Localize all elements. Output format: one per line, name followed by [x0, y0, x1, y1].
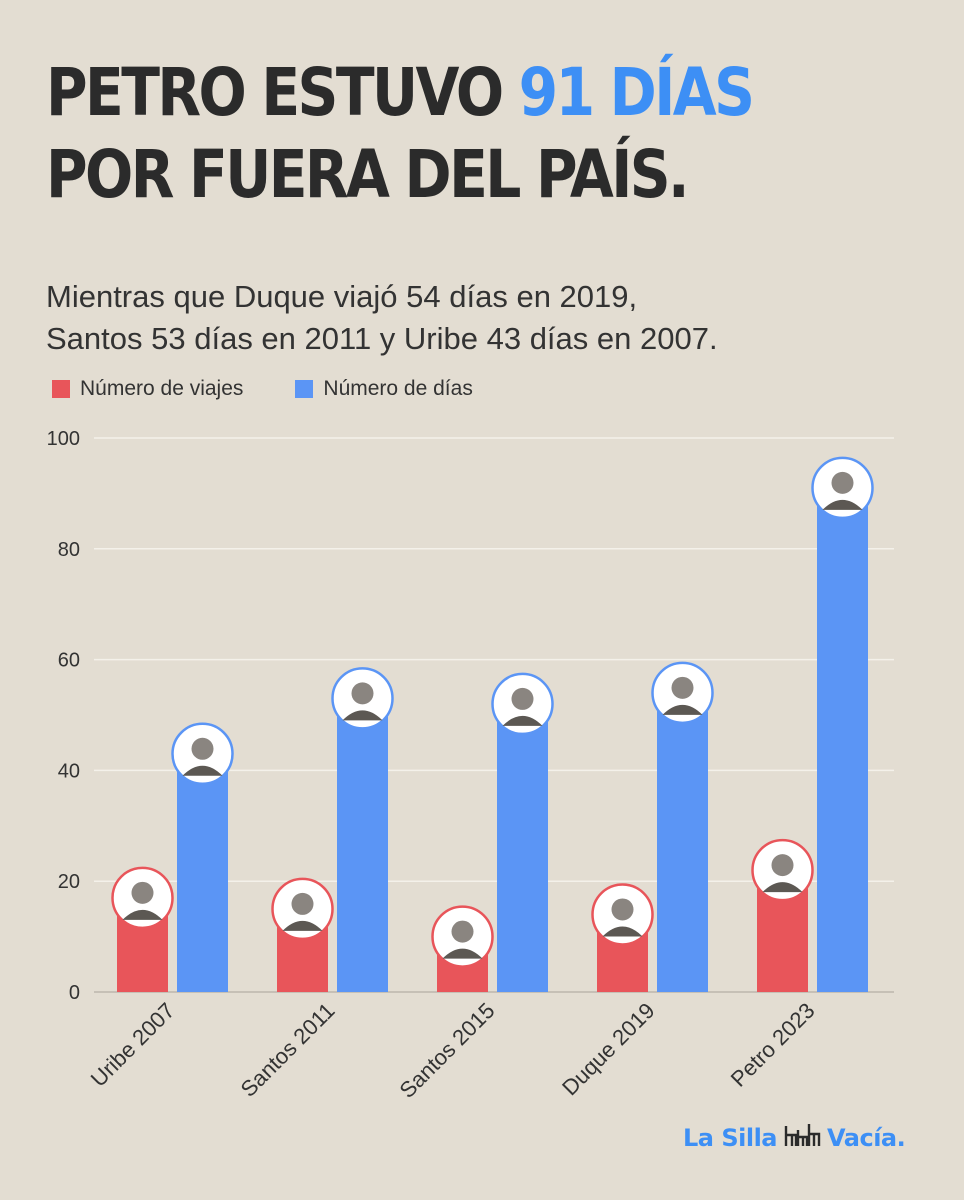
avatar-days: [651, 661, 714, 725]
avatar-head: [831, 471, 854, 494]
y-tick-label: 100: [47, 428, 80, 450]
headline-part: PETRO ESTUVO: [46, 54, 519, 131]
avatar-shoulders: [502, 715, 543, 726]
avatar-shoulders: [762, 882, 803, 893]
x-tick-label: Santos 2015: [394, 998, 499, 1103]
chart-legend: Número de viajes Número de días: [52, 377, 525, 401]
avatar-head: [771, 854, 794, 877]
y-tick-label: 60: [58, 650, 80, 672]
x-tick-label: Petro 2023: [726, 998, 820, 1092]
bar-days: [657, 692, 708, 992]
x-tick-label: Uribe 2007: [86, 998, 180, 1092]
avatar-shoulders: [602, 926, 643, 937]
y-tick-label: 40: [58, 760, 80, 782]
subtitle: Mientras que Duque viajó 54 días en 2019…: [46, 276, 926, 360]
avatar-shoulders: [182, 765, 223, 776]
avatar-shoulders: [662, 704, 703, 715]
avatar-trips: [271, 877, 334, 941]
avatar-days: [491, 672, 554, 736]
avatar-shoulders: [282, 920, 323, 931]
bar-days: [497, 703, 548, 992]
y-tick-label: 80: [58, 539, 80, 561]
avatar-days: [171, 722, 234, 786]
headline-accent: 91 DÍAS: [518, 54, 755, 131]
brand-text-part1: La Silla: [683, 1124, 778, 1152]
legend-swatch-trips: [52, 380, 70, 398]
avatar-shoulders: [342, 710, 383, 721]
avatar-head: [451, 920, 474, 943]
subtitle-line1: Mientras que Duque viajó 54 días en 2019…: [46, 279, 638, 314]
x-tick-label: Santos 2011: [236, 998, 340, 1102]
headline: PETRO ESTUVO 91 DÍAS POR FUERA DEL PAÍS.: [46, 52, 803, 216]
legend-label-trips: Número de viajes: [80, 377, 244, 400]
subtitle-line2: Santos 53 días en 2011 y Uribe 43 días e…: [46, 321, 718, 356]
avatar-head: [671, 676, 694, 699]
avatar-head: [131, 881, 154, 904]
avatar-head: [511, 687, 534, 710]
brand-logo: La Silla Vacía.: [683, 1122, 906, 1154]
avatar-head: [191, 737, 214, 760]
avatar-trips: [431, 905, 494, 968]
bar-days: [337, 698, 388, 992]
x-tick-label: Duque 2019: [557, 998, 659, 1100]
avatar-shoulders: [442, 948, 483, 959]
y-tick-label: 20: [58, 871, 80, 893]
chairs-icon: [783, 1122, 821, 1154]
brand-text-part2: Vacía.: [827, 1124, 906, 1152]
avatar-head: [611, 898, 634, 921]
avatar-trips: [751, 838, 814, 902]
legend-swatch-days: [295, 380, 314, 398]
legend-item-days: Número de días: [295, 377, 473, 401]
headline-line2: POR FUERA DEL PAÍS.: [46, 136, 690, 213]
avatar-trips: [591, 883, 654, 946]
avatar-trips: [111, 866, 174, 930]
avatar-days: [331, 667, 394, 730]
avatar-shoulders: [122, 909, 163, 920]
bar-chart: 0 20 40 60 80 100 Uribe 2007 Santos 2011 Santos …: [47, 428, 894, 1103]
y-tick-label: 0: [69, 982, 80, 1004]
avatar-head: [351, 682, 374, 705]
legend-item-trips: Número de viajes: [52, 377, 243, 401]
avatar-days: [811, 456, 874, 520]
bar-days: [817, 487, 868, 992]
legend-label-days: Número de días: [323, 377, 473, 400]
avatar-head: [291, 892, 314, 915]
avatar-shoulders: [822, 499, 863, 510]
bar-days: [177, 753, 228, 992]
